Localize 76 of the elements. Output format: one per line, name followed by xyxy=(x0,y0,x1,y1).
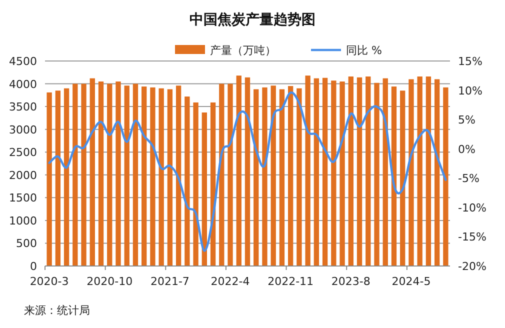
bar xyxy=(443,87,448,266)
y2-tick-label: -15% xyxy=(458,230,486,244)
y-tick-label: 3500 xyxy=(9,100,37,114)
bar xyxy=(167,89,173,266)
bar xyxy=(107,84,112,266)
x-tick-label: 2024-5 xyxy=(392,275,431,288)
line-series xyxy=(48,92,447,252)
bar xyxy=(434,79,440,266)
bar xyxy=(124,86,130,266)
bar xyxy=(288,86,294,266)
bar xyxy=(219,84,224,266)
bar xyxy=(348,76,354,266)
bar xyxy=(391,86,397,266)
y-tick-label: 4500 xyxy=(9,55,37,68)
y2-tick-label: 5% xyxy=(458,114,476,127)
bar xyxy=(142,86,147,266)
bar xyxy=(270,86,276,266)
bar xyxy=(81,84,86,266)
y-tick-label: 1500 xyxy=(9,192,37,205)
bar xyxy=(228,84,233,266)
x-tick-label: 2022-4 xyxy=(210,275,250,288)
x-tick-label: 2023-8 xyxy=(331,275,370,288)
x-tick-label: 2020-10 xyxy=(86,275,133,288)
bar xyxy=(366,76,371,266)
x-tick-label: 2020-3 xyxy=(30,275,69,288)
bar xyxy=(158,88,164,266)
bar xyxy=(322,78,328,266)
y-tick-label: 2000 xyxy=(9,168,37,182)
y2-tick-label: -5% xyxy=(458,172,480,186)
legend-label: 产量（万吨） xyxy=(210,44,276,57)
y-tick-label: 1000 xyxy=(9,214,37,228)
bar xyxy=(254,89,259,266)
bar xyxy=(417,76,422,266)
bar xyxy=(64,88,70,266)
y2-tick-label: 0% xyxy=(458,142,476,156)
bar xyxy=(90,78,95,266)
bar xyxy=(176,86,182,266)
bar xyxy=(305,76,310,266)
bar xyxy=(331,80,336,266)
y2-tick-label: -10% xyxy=(458,201,486,214)
bar xyxy=(296,88,302,266)
bar xyxy=(314,78,320,266)
bar xyxy=(279,89,285,266)
bar xyxy=(193,102,198,266)
bar xyxy=(116,82,121,266)
bar xyxy=(184,96,190,266)
bar xyxy=(236,76,242,266)
y-tick-label: 500 xyxy=(16,237,37,250)
y2-tick-label: 15% xyxy=(458,55,482,68)
bar xyxy=(244,77,250,266)
y-tick-label: 2500 xyxy=(9,146,37,160)
y-tick-label: 0 xyxy=(30,260,37,273)
bar xyxy=(408,79,414,266)
y-tick-label: 3000 xyxy=(9,123,37,136)
bar xyxy=(262,87,268,266)
bar xyxy=(426,76,432,266)
bar xyxy=(400,90,406,266)
bar xyxy=(46,92,52,266)
bar xyxy=(72,84,78,266)
y-tick-label: 4000 xyxy=(9,78,37,91)
x-tick-label: 2021-7 xyxy=(150,275,190,288)
y2-tick-label: 10% xyxy=(458,84,482,98)
bar xyxy=(356,77,362,266)
y2-tick-label: -20% xyxy=(458,260,486,273)
bar xyxy=(98,82,104,266)
chart-title: 中国焦炭产量趋势图 xyxy=(190,11,316,28)
source-note: 来源：统计局 xyxy=(24,304,90,317)
bar xyxy=(382,78,388,266)
bar xyxy=(132,84,138,266)
legend-label: 同比 % xyxy=(346,44,382,57)
bar xyxy=(150,87,156,266)
bar xyxy=(55,90,61,266)
x-tick-label: 2022-11 xyxy=(268,275,314,288)
bar xyxy=(202,112,207,266)
bar xyxy=(340,82,345,266)
bar xyxy=(374,82,380,266)
